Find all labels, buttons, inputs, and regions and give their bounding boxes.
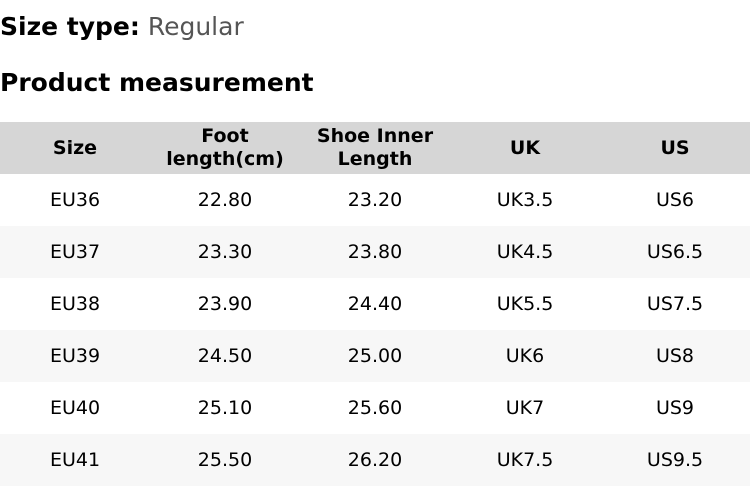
table-cell: UK4.5 — [450, 226, 600, 278]
table-cell: US6 — [655, 189, 695, 211]
table-cell: 23.30 — [150, 226, 300, 278]
table-cell: UK6 — [450, 330, 600, 382]
table-cell: 24.50 — [150, 330, 300, 382]
table-cell: 23.80 — [300, 226, 450, 278]
column-header: UK — [450, 122, 600, 174]
table-cell: 22.80 — [197, 189, 253, 211]
table-cell: US9.5 — [600, 434, 750, 486]
table-cell: UK3.5 — [496, 189, 554, 211]
table-header-row: Size Foot length(cm) Shoe Inner Length UK US — [0, 122, 750, 174]
table-cell: UK7 — [505, 397, 545, 419]
column-header-text: UK — [509, 136, 541, 159]
table-cell: 25.00 — [300, 330, 450, 382]
table-cell: EU38 — [49, 293, 101, 315]
table-cell: US8 — [600, 330, 750, 382]
column-header-text: US — [660, 136, 690, 159]
table-row: EU40 25.10 25.60 UK7 US9 — [0, 382, 750, 434]
table-cell: EU39 — [0, 330, 150, 382]
size-type: Size type: Regular — [0, 12, 244, 41]
column-header-text: Size — [52, 136, 98, 159]
table-cell: EU40 — [49, 397, 101, 419]
table-cell: US9 — [655, 397, 695, 419]
size-type-value: Regular — [147, 12, 244, 41]
table-cell: 25.50 — [150, 434, 300, 486]
table-cell: EU36 — [49, 189, 101, 211]
measurement-table: Size Foot length(cm) Shoe Inner Length UK US E… — [0, 122, 750, 486]
table-row: EU36 22.80 23.20 UK3.5 US6 — [0, 174, 750, 226]
table-cell: UK5.5 — [496, 293, 554, 315]
table-cell: 23.90 — [197, 293, 253, 315]
table-cell: EU37 — [0, 226, 150, 278]
column-header: Foot length(cm) — [150, 122, 300, 174]
column-header: Shoe Inner Length — [300, 122, 450, 174]
table-cell: UK7.5 — [450, 434, 600, 486]
section-title: Product measurement — [0, 68, 314, 97]
table-cell: 25.10 — [197, 397, 253, 419]
table-row: EU38 23.90 24.40 UK5.5 US7.5 — [0, 278, 750, 330]
table-cell: 23.20 — [347, 189, 403, 211]
column-header-text: Length — [337, 148, 413, 170]
column-header: US — [600, 122, 750, 174]
table-row: EU41 25.50 26.20 UK7.5 US9.5 — [0, 434, 750, 486]
table-row: EU39 24.50 25.00 UK6 US8 — [0, 330, 750, 382]
table-cell: US7.5 — [646, 293, 704, 315]
column-header-text: Foot — [201, 125, 249, 147]
column-header-text: length(cm) — [166, 148, 284, 170]
table-row: EU37 23.30 23.80 UK4.5 US6.5 — [0, 226, 750, 278]
table-cell: 26.20 — [300, 434, 450, 486]
table-cell: 24.40 — [347, 293, 403, 315]
size-type-label: Size type: — [0, 12, 140, 41]
table-cell: 25.60 — [347, 397, 403, 419]
table-cell: EU41 — [0, 434, 150, 486]
table-cell: US6.5 — [600, 226, 750, 278]
column-header: Size — [0, 122, 150, 174]
column-header-text: Shoe Inner — [316, 125, 434, 147]
